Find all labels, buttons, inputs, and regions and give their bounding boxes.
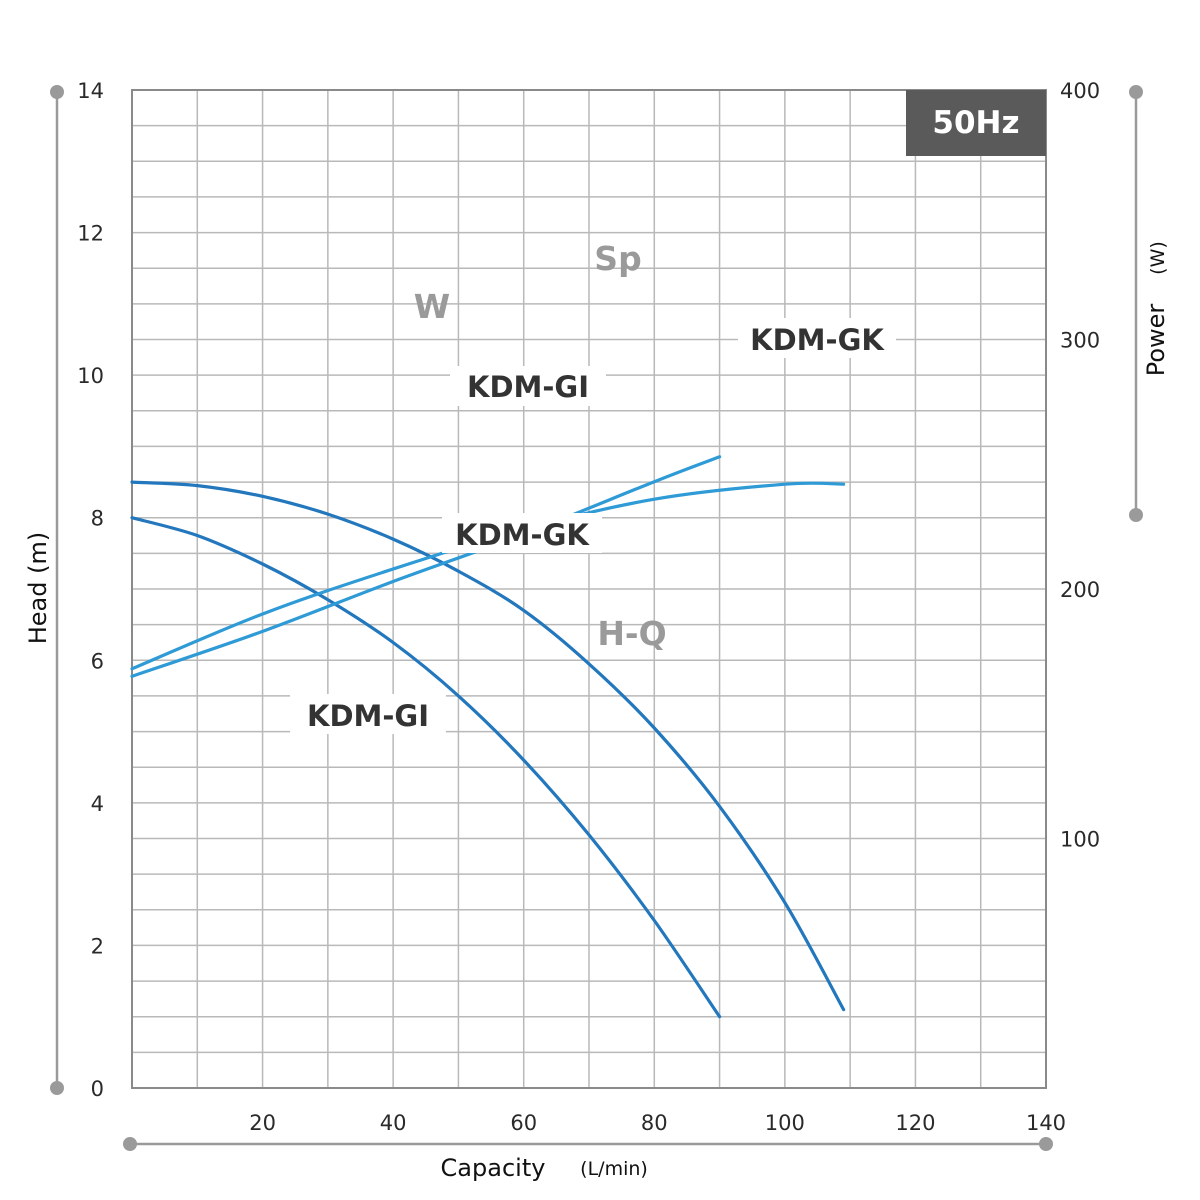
group-label-sp: Sp xyxy=(594,239,641,278)
y-left-tick-label: 14 xyxy=(77,79,104,103)
x-tick-label: 100 xyxy=(765,1111,805,1135)
rail-end xyxy=(1039,1137,1053,1151)
grid xyxy=(132,90,1046,1088)
x-tick-label: 60 xyxy=(510,1111,537,1135)
head-axis-rail xyxy=(50,85,64,1095)
y-right-axis-title: Power xyxy=(1142,304,1170,377)
x-tick-label: 140 xyxy=(1026,1111,1066,1135)
y-left-tick-label: 2 xyxy=(91,934,104,958)
series-lines xyxy=(130,455,846,1019)
series-line-hq-kdm-gk xyxy=(130,480,846,1012)
x-axis-unit: (L/min) xyxy=(580,1158,648,1180)
plot-frame xyxy=(131,89,1047,1089)
y-right-axis-unit: (W) xyxy=(1147,241,1169,275)
label-bg xyxy=(450,366,606,406)
y-left-tick-label: 0 xyxy=(91,1077,104,1101)
label-hq-kdm-gi: KDM-GI xyxy=(307,699,429,733)
group-label-w: W xyxy=(414,287,450,326)
tick-labels: 20 40 60 80 100 120 140 0 2 4 6 8 10 12 14 100 200 300 400 xyxy=(77,79,1100,1135)
label-bg xyxy=(738,318,896,358)
y-right-tick-label: 100 xyxy=(1060,828,1100,852)
rail-end xyxy=(123,1137,137,1151)
rail-end xyxy=(50,1081,64,1095)
label-bg xyxy=(290,694,446,734)
x-tick-label: 20 xyxy=(249,1111,276,1135)
y-left-tick-label: 12 xyxy=(77,222,104,246)
x-tick-label: 80 xyxy=(641,1111,668,1135)
x-axis-title: Capacity xyxy=(441,1154,546,1182)
rail-end xyxy=(1129,85,1143,99)
label-bg xyxy=(442,513,602,553)
y-left-tick-label: 4 xyxy=(91,792,104,816)
x-tick-label: 40 xyxy=(380,1111,407,1135)
y-left-tick-label: 6 xyxy=(91,649,104,673)
y-right-tick-label: 200 xyxy=(1060,578,1100,602)
y-right-tick-label: 400 xyxy=(1060,79,1100,103)
x-tick-label: 120 xyxy=(895,1111,935,1135)
group-label-hq: H-Q xyxy=(597,614,666,653)
capacity-axis-rail xyxy=(123,1137,1053,1151)
series-line-w-kdm-gi xyxy=(130,455,722,678)
frequency-badge-text: 50Hz xyxy=(932,105,1019,141)
label-w-kdm-gk: KDM-GK xyxy=(750,323,885,357)
rail-end xyxy=(1129,508,1143,522)
frequency-badge xyxy=(906,90,1046,156)
series-line-hq-kdm-gi xyxy=(130,516,722,1019)
y-right-tick-label: 300 xyxy=(1060,329,1100,353)
y-left-tick-label: 10 xyxy=(77,364,104,388)
y-left-tick-label: 8 xyxy=(91,507,104,531)
label-w-kdm-gi: KDM-GI xyxy=(467,370,589,404)
power-axis-rail xyxy=(1129,85,1143,522)
rail-end xyxy=(50,85,64,99)
y-left-axis-title: Head (m) xyxy=(24,532,52,645)
label-hq-kdm-gk: KDM-GK xyxy=(455,518,590,552)
